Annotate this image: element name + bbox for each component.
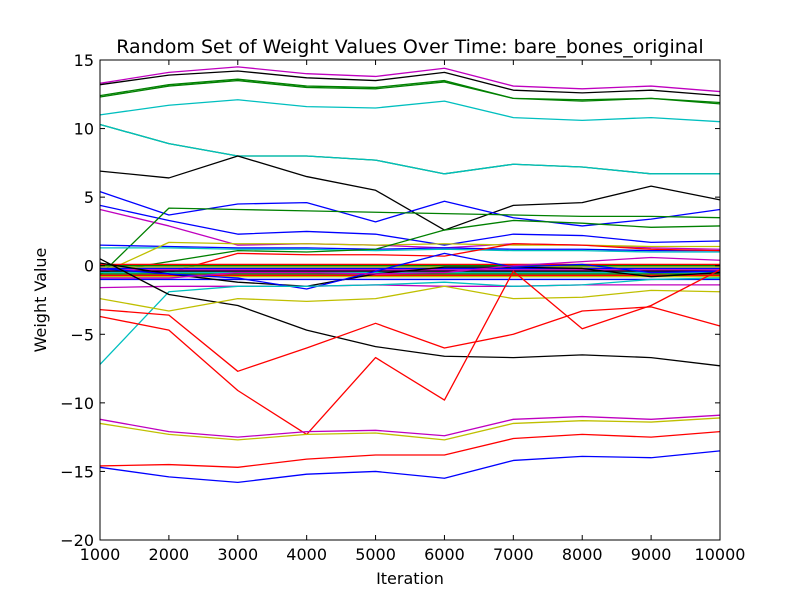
series-line-3 [99,79,721,105]
series-line-7 [99,123,720,175]
series-line-2 [99,70,721,97]
series-line-5 [99,99,721,123]
series-line-4 [99,78,721,104]
series-line-17 [99,243,721,274]
series-line-1 [99,66,721,93]
series-line-38 [99,414,721,438]
plot-frame [99,59,721,541]
x-tick-label: 7000 [493,545,534,564]
series-line-29 [99,262,721,287]
series-line-15 [99,241,720,275]
series-line-39 [99,417,721,441]
series-line-35 [99,285,721,312]
series-line-16 [99,219,721,274]
series-layer [99,66,721,484]
series-line-30 [99,252,721,290]
x-tick-label: 2000 [149,545,190,564]
x-tick-label: 3000 [217,545,258,564]
series-line-37 [99,269,721,436]
y-tick-label: −15 [60,462,94,481]
series-line-33 [100,256,721,279]
x-tick-label: 1000 [80,545,121,564]
y-tick-label: 0 [84,257,94,276]
x-tick-label: 8000 [562,545,603,564]
y-tick-label: 10 [74,120,94,139]
y-tick-label: −5 [70,325,94,344]
y-tick-label: −20 [60,531,94,550]
x-tick-label: 10000 [695,545,746,564]
series-line-36 [99,306,721,372]
x-tick-label: 6000 [424,545,465,564]
x-axis-title: Iteration [376,569,444,588]
y-axis-title: Weight Value [31,248,50,353]
x-tick-label: 9000 [631,545,672,564]
chart-title: Random Set of Weight Values Over Time: b… [116,36,703,58]
series-line-14 [100,247,720,253]
series-line-8 [99,155,721,231]
y-tick-label: 5 [84,188,94,207]
y-tick-label: 15 [74,51,94,70]
series-line-11 [99,208,721,250]
series-line-40 [99,431,721,468]
y-tick-label: −10 [60,394,94,413]
x-tick-label: 5000 [355,545,396,564]
tick-layer: 1000 2000 3000 4000 5000 6000 7000 8000 9000 1000… [60,51,745,564]
x-tick-label: 4000 [286,545,327,564]
series-line-41 [99,450,721,484]
series-line-12 [99,207,721,276]
series-line-13 [99,244,720,252]
series-line-32 [99,277,721,365]
series-line-34 [99,258,721,367]
series-line-31 [99,284,720,289]
series-line-9 [99,191,721,227]
